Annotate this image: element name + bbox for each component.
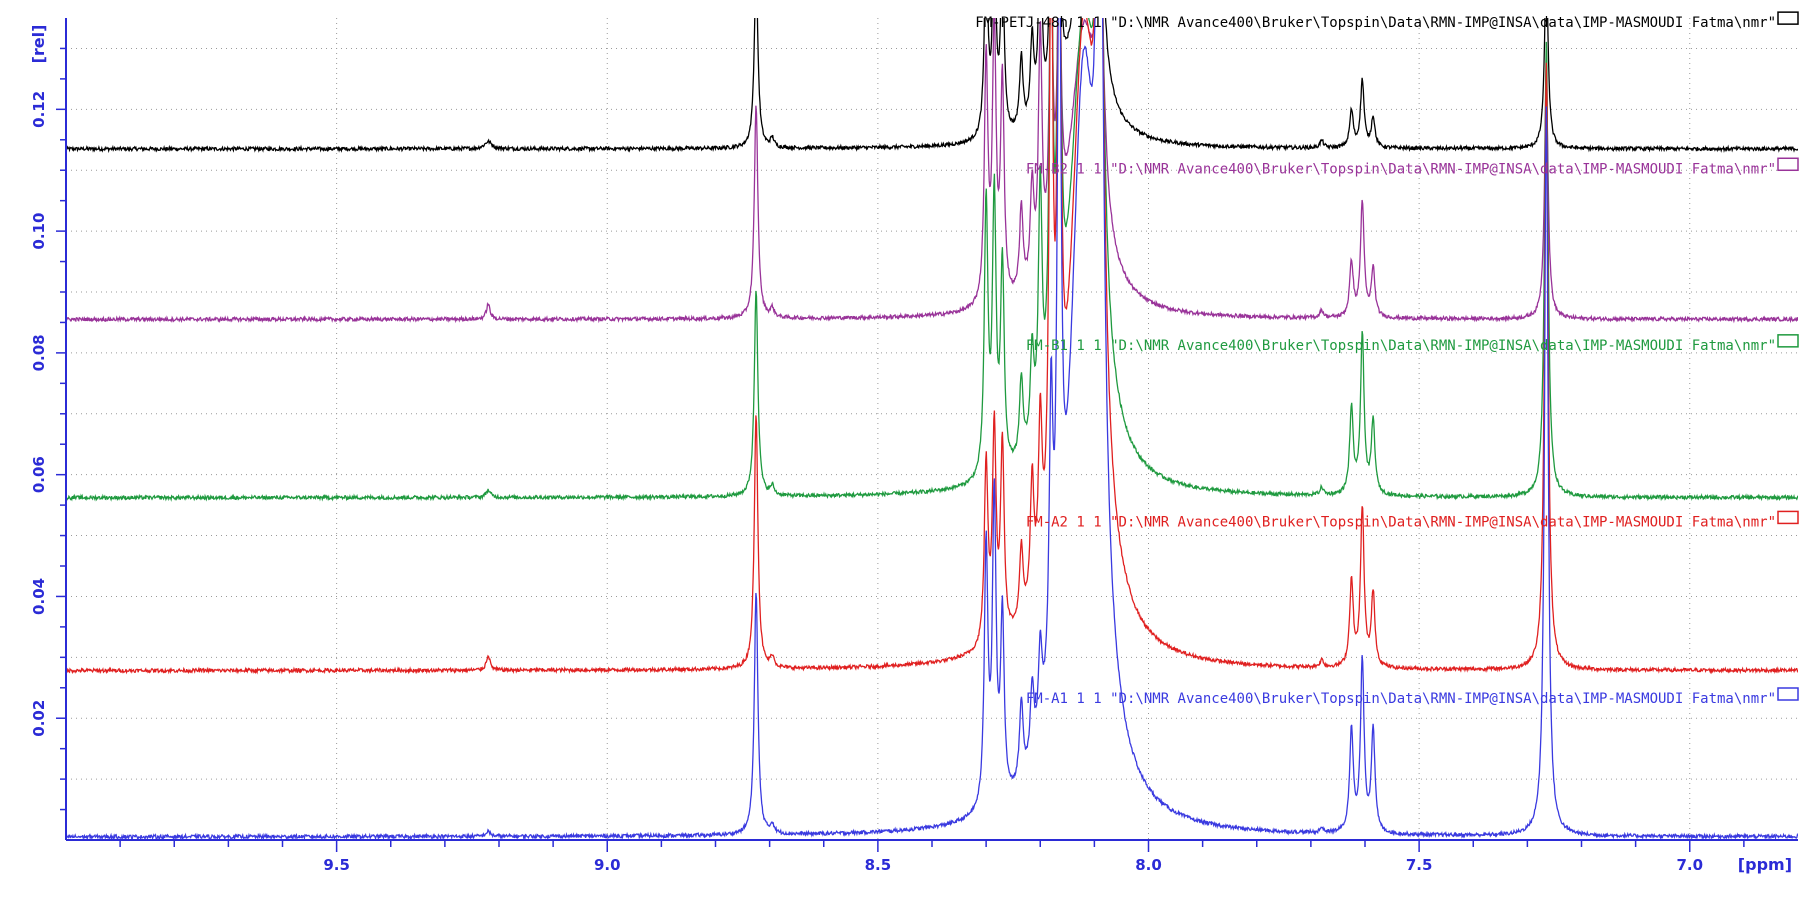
grid-layer xyxy=(66,18,1798,840)
y-axis-label: [rel] xyxy=(29,25,48,64)
y-tick-label: 0.08 xyxy=(30,334,48,371)
x-tick-label: 7.5 xyxy=(1406,856,1433,874)
x-tick-label: 8.5 xyxy=(865,856,892,874)
x-tick-label: 9.5 xyxy=(323,856,350,874)
y-tick-label: 0.02 xyxy=(30,700,48,737)
series-line-fm-a2 xyxy=(66,18,1798,675)
y-tick-label: 0.12 xyxy=(30,91,48,128)
series-layer xyxy=(66,18,1798,840)
series-label-fm-petj-48h: FM-PETJ-48h 1 1 "D:\NMR Avance400\Bruker… xyxy=(975,15,1776,31)
x-axis-label: [ppm] xyxy=(1738,855,1792,874)
series-swatch-fm-petj-48h xyxy=(1777,11,1799,25)
series-label-layer: FM-PETJ-48h 1 1 "D:\NMR Avance400\Bruker… xyxy=(975,11,1799,707)
series-label-fm-a1: FM-A1 1 1 "D:\NMR Avance400\Bruker\Topsp… xyxy=(1026,691,1776,707)
series-label-fm-a2: FM-A2 1 1 "D:\NMR Avance400\Bruker\Topsp… xyxy=(1026,514,1776,530)
series-line-fm-petj-48h xyxy=(66,18,1798,154)
series-swatch-fm-a2 xyxy=(1777,510,1799,525)
series-label-fm-b2: FM-B2 1 1 "D:\NMR Avance400\Bruker\Topsp… xyxy=(1026,161,1776,177)
x-tick-label: 7.0 xyxy=(1676,856,1703,874)
x-tick-label: 8.0 xyxy=(1135,856,1162,874)
x-tick-label: 9.0 xyxy=(594,856,621,874)
series-label-fm-b1: FM-B1 1 1 "D:\NMR Avance400\Bruker\Topsp… xyxy=(1026,338,1776,354)
y-tick-label: 0.10 xyxy=(30,213,48,250)
series-line-fm-b2 xyxy=(66,18,1798,324)
series-line-fm-a1 xyxy=(66,18,1798,840)
series-swatch-fm-a1 xyxy=(1777,687,1799,701)
axis-layer: 9.5 9.0 8.5 8.0 7.5 7.0 0.02 0.04 0.06 0.08 0.10 0.… xyxy=(30,18,1798,874)
series-line-fm-b1 xyxy=(66,18,1798,502)
series-swatch-fm-b1 xyxy=(1777,334,1799,348)
series-swatch-fm-b2 xyxy=(1777,157,1799,172)
y-tick-label: 0.06 xyxy=(30,456,48,493)
y-tick-label: 0.04 xyxy=(30,578,48,615)
